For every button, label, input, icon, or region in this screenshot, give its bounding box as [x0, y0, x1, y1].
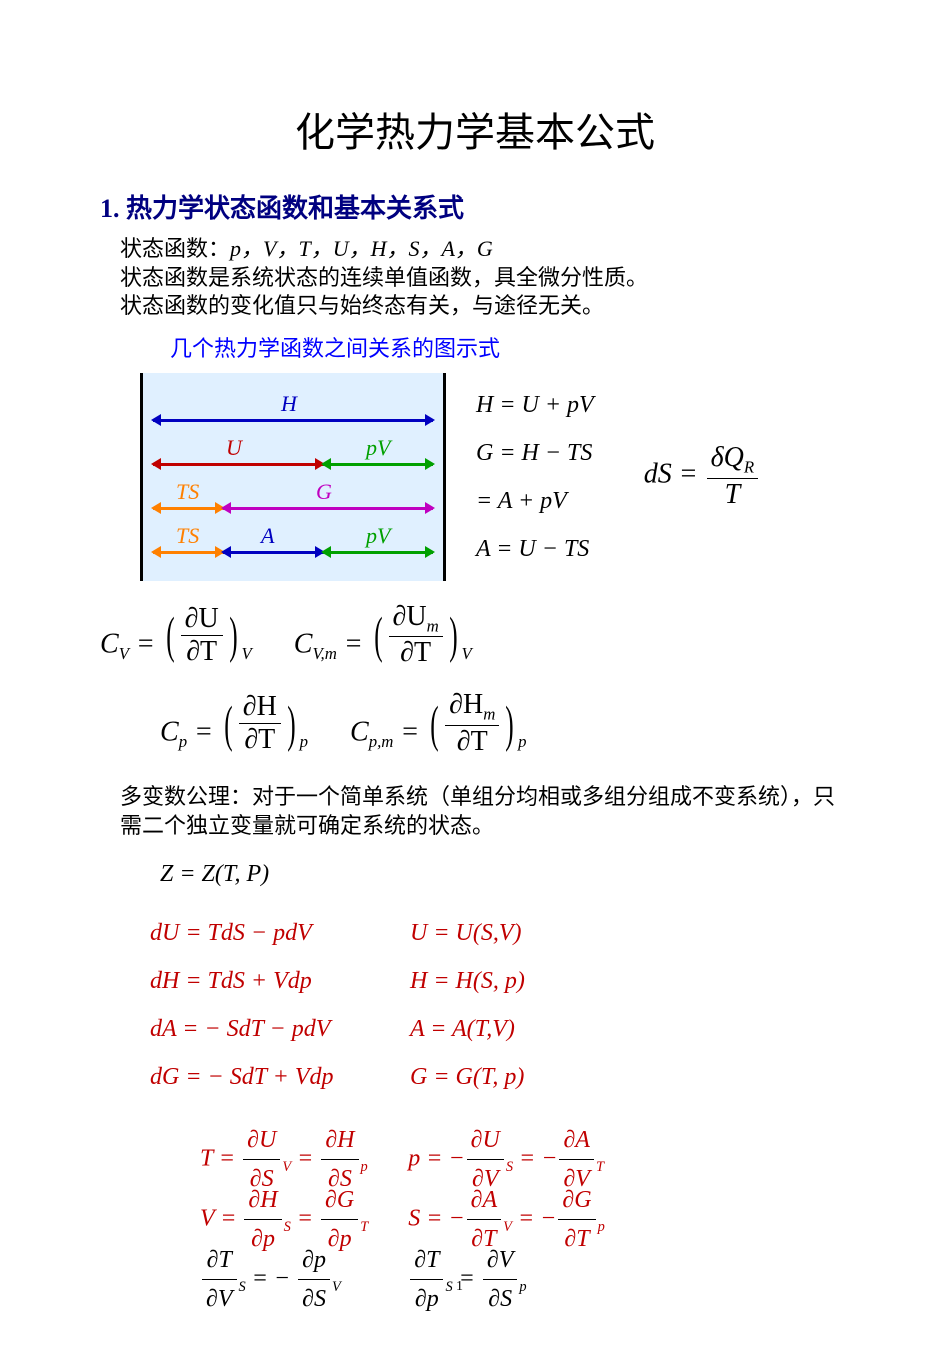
z-equation: Z = Z(T, P)	[160, 860, 850, 889]
section-heading: 1. 热力学状态函数和基本关系式	[100, 188, 850, 225]
dq: δQ	[711, 442, 744, 473]
cp-sym: C	[160, 717, 179, 748]
ds-den: T	[707, 479, 759, 511]
partial-relations: T = ∂U∂SV = ∂H∂Sp V = ∂H∂pS = ∂G∂pT ∂T∂V…	[200, 1121, 850, 1318]
cpm-sub: p,m	[369, 732, 394, 751]
cpm-sym: C	[350, 717, 369, 748]
diagram-wrapper: HUpVTSGTSApV H = U + pVG = H − TS = A + …	[140, 373, 850, 581]
cvm-sym: C	[294, 628, 313, 659]
cp-sub: p	[179, 732, 187, 751]
side-equations: H = U + pVG = H − TS = A + pVA = U − TS	[476, 381, 594, 573]
cv-sub: V	[119, 644, 129, 663]
energy-diagram: HUpVTSGTSApV	[140, 373, 446, 581]
ds-lhs: dS	[644, 459, 672, 490]
dq-sub: R	[744, 458, 754, 477]
diagram-title: 几个热力学函数之间关系的图示式	[170, 331, 850, 363]
cv-equations: CV = (∂U∂T)V CV,m = (∂Um∂T)V	[100, 601, 850, 670]
para1-prefix: 状态函数：	[120, 236, 230, 261]
page-title: 化学热力学基本公式	[100, 100, 850, 158]
page-number: 1	[456, 1279, 463, 1295]
relations-left-col: T = ∂U∂SV = ∂H∂Sp V = ∂H∂pS = ∂G∂pT ∂T∂V…	[200, 1121, 368, 1318]
cp-equations: Cp = (∂H∂T)p Cp,m = (∂Hm∂T)p	[160, 689, 850, 758]
hm-sub: m	[483, 705, 495, 724]
cvm-sub: V,m	[312, 644, 336, 663]
relations-right-col: p = −∂U∂VS = −∂A∂VT S = −∂A∂TV = −∂G∂Tp …	[408, 1121, 605, 1318]
paragraph-2: 多变数公理：对于一个简单系统（单组分均相或多组分组成不变系统），只需二个独立变量…	[120, 783, 850, 840]
entropy-definition: dS = δQR T	[644, 442, 760, 511]
document-page: 化学热力学基本公式 1. 热力学状态函数和基本关系式 状态函数：p，V，T，U，…	[0, 0, 950, 1358]
para1-line2: 状态函数是系统状态的连续单值函数，具全微分性质。	[120, 265, 648, 290]
state-vars: p，V，T，U，H，S，A，G	[230, 236, 493, 261]
para1-line3: 状态函数的变化值只与始终态有关，与途径无关。	[120, 293, 604, 318]
um-sub: m	[427, 616, 439, 635]
cv-sym: C	[100, 628, 119, 659]
fundamental-equations: dU = TdS − pdVU = U(S,V)dH = TdS + VdpH …	[150, 909, 850, 1101]
paragraph-1: 状态函数：p，V，T，U，H，S，A，G 状态函数是系统状态的连续单值函数，具全…	[120, 235, 850, 321]
